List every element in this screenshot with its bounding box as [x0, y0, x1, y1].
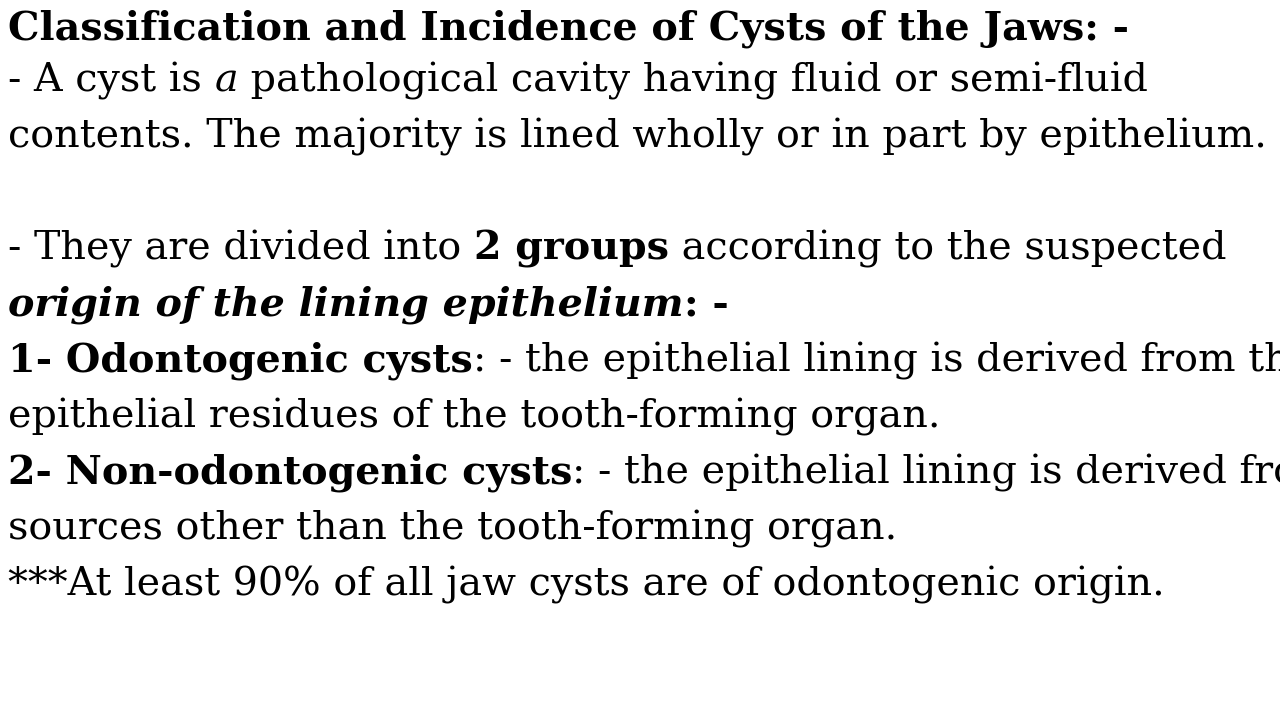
- Text: : - the epithelial lining is derived from: : - the epithelial lining is derived fro…: [572, 454, 1280, 492]
- Text: 2- Non-odontogenic cysts: 2- Non-odontogenic cysts: [8, 454, 572, 492]
- Text: epithelial residues of the tooth-forming organ.: epithelial residues of the tooth-forming…: [8, 398, 941, 436]
- Text: contents. The majority is lined wholly or in part by epithelium.: contents. The majority is lined wholly o…: [8, 118, 1267, 156]
- Text: - A cyst is: - A cyst is: [8, 62, 214, 100]
- Text: origin of the lining epithelium: origin of the lining epithelium: [8, 286, 684, 325]
- Text: - They are divided into: - They are divided into: [8, 230, 474, 268]
- Text: ***At least 90% of all jaw cysts are of odontogenic origin.: ***At least 90% of all jaw cysts are of …: [8, 566, 1165, 604]
- Text: according to the suspected: according to the suspected: [669, 230, 1226, 268]
- Text: : - the epithelial lining is derived from the: : - the epithelial lining is derived fro…: [472, 342, 1280, 380]
- Text: 2 groups: 2 groups: [474, 230, 669, 268]
- Text: 1- Odontogenic cysts: 1- Odontogenic cysts: [8, 342, 472, 380]
- Text: : -: : -: [684, 286, 728, 324]
- Text: pathological cavity having fluid or semi-fluid: pathological cavity having fluid or semi…: [238, 62, 1148, 100]
- Text: a: a: [214, 62, 238, 99]
- Text: Classification and Incidence of Cysts of the Jaws: -: Classification and Incidence of Cysts of…: [8, 10, 1129, 48]
- Text: sources other than the tooth-forming organ.: sources other than the tooth-forming org…: [8, 510, 897, 548]
